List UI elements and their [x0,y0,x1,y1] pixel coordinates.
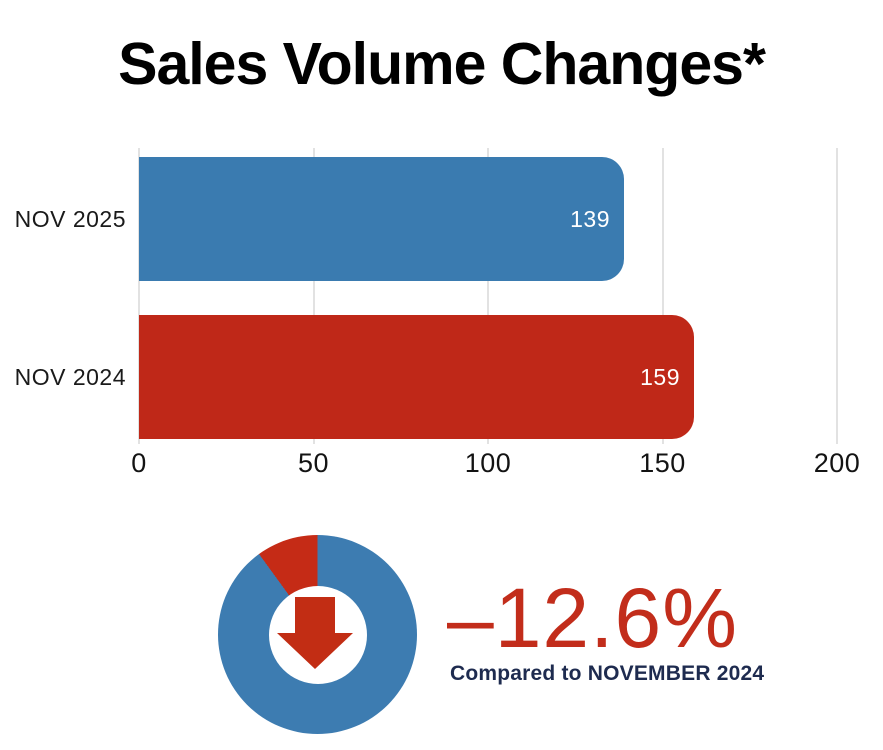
gridline-200 [836,148,838,444]
bar-value-label: 159 [640,363,680,390]
gridline-0 [138,148,140,444]
gridline-150 [661,148,664,444]
bar-nov-2025: 139 [139,157,624,281]
chart-title: Sales Volume Changes* [118,31,766,97]
category-label-nov-2024: NOV 2024 [14,364,126,390]
down-arrow-icon [277,597,353,669]
x-tick-label-150: 150 [639,448,686,478]
bar-chart-plot: 139 159 NOV 2025 NOV 2024 0 50 100 150 200 [14,148,861,478]
gridline-100 [487,148,489,444]
percent-change-caption: Compared to NOVEMBER 2024 [450,662,765,685]
x-tick-label-100: 100 [464,448,512,478]
category-label-nov-2025: NOV 2025 [14,206,126,232]
bar-nov-2024: 159 [139,315,694,439]
percent-change-value: –12.6% [447,571,738,665]
x-tick-label-50: 50 [297,448,330,478]
gridline-50 [312,148,315,444]
x-tick-label-0: 0 [131,448,147,478]
bar-value-label: 139 [570,205,610,232]
x-tick-label-200: 200 [813,448,861,478]
